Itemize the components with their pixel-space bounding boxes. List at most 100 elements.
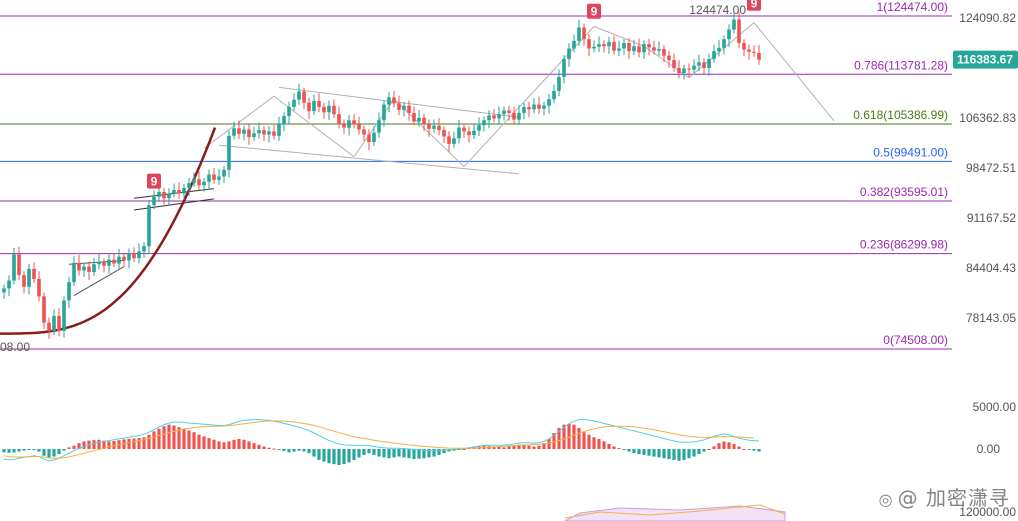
td-marker [747,0,761,11]
candle [217,176,221,180]
macd-bar [277,449,281,450]
candle [137,251,141,259]
candle [702,62,706,68]
candle [577,27,581,41]
candle [712,51,716,59]
candle [567,48,571,59]
macd-tick-label: 5000.00 [973,400,1017,414]
candle [547,99,551,106]
macd-bar [302,449,306,452]
td-marker [587,3,601,19]
candle [517,112,521,120]
macd-bar [307,449,311,454]
macd-bar [137,438,141,449]
macd-bar [752,449,756,451]
macd-bar [17,449,21,452]
macd-bar [732,443,736,449]
macd-bar [677,449,681,461]
candle [662,49,666,56]
candle [682,68,686,74]
candle [197,179,201,186]
macd-bar [197,434,201,449]
candle [32,268,36,279]
fib-label: 0.5(99491.00) [873,145,948,159]
macd-bar [222,442,226,449]
candle [282,115,286,125]
macd-bar [707,449,711,450]
macd-bar [622,449,626,450]
candle [407,105,411,113]
candle [42,296,46,323]
td-marker [147,173,161,189]
macd-bar [102,440,106,449]
macd-bar [32,449,36,450]
macd-bar [507,446,511,449]
macd-bar [567,423,571,449]
candles [2,11,761,339]
candle [127,253,131,261]
candle [27,268,31,287]
candle [522,106,526,113]
macd-bar [22,449,26,451]
macd-bar [742,449,746,450]
candle [622,43,626,49]
macd-bar [687,449,691,459]
candle [12,254,16,281]
candle [277,124,281,136]
macd-bar [227,441,231,449]
candle [657,49,661,51]
candle [732,19,736,30]
macd-bar [337,449,341,465]
fib-label: 0.236(86299.98) [860,238,948,252]
candle [457,127,461,139]
macd-bar [672,449,676,460]
macd-bar [642,449,646,455]
candle [477,125,481,131]
candle [637,46,641,53]
candle [692,65,696,70]
macd-bar [212,439,216,449]
candle [482,120,486,126]
macd-bar [257,444,261,449]
macd-bar [652,449,656,457]
candle [287,106,291,116]
macd-bar [397,449,401,457]
candle [362,129,366,135]
macd-bar [382,449,386,458]
zigzag-line [643,45,690,79]
macd-bar [537,445,541,449]
macd-bar [637,449,641,455]
current-price-label: 116383.67 [957,53,1013,67]
candle [342,123,346,128]
macd-bar [322,449,326,462]
channel-bottom [218,144,520,175]
zigzag-line [463,26,595,167]
candle [557,77,561,91]
macd-bar [332,449,336,465]
macd-bar [602,441,606,449]
candle [427,124,431,129]
macd-bar [287,449,291,453]
candle [87,266,91,272]
macd-bar [97,439,101,449]
candle [202,181,206,186]
macd-bar [427,449,431,458]
macd-bar [502,447,506,449]
candle [632,46,636,52]
macd-bar [142,437,146,449]
y-axis: 124090.82 106362.83 98472.51 91167.52 84404.… [953,11,1018,519]
y-tick-label: 106362.83 [959,111,1016,125]
candle [177,189,181,194]
candle [72,262,76,283]
macd-bar [207,438,211,449]
macd-bar [442,449,446,454]
candle [372,132,376,143]
candle [17,254,21,276]
candle [222,169,226,177]
macd-bar [367,449,371,454]
candle [82,266,86,271]
candle [257,130,261,134]
td-marker-label: 9 [591,5,598,19]
candle [47,322,51,332]
